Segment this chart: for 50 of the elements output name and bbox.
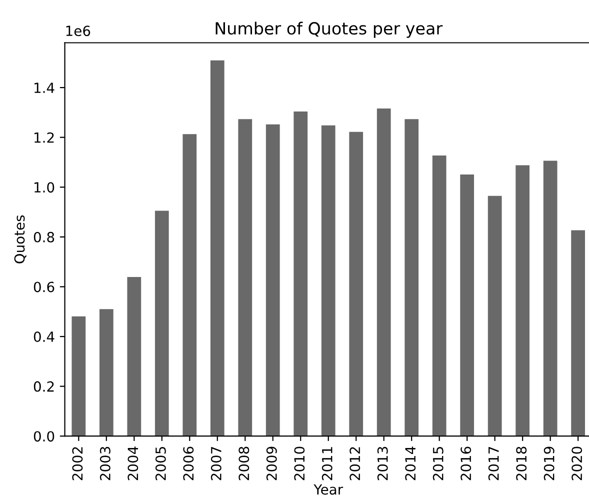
x-tick-label: 2015 [432,447,444,480]
bar [516,165,530,436]
y-tick-label: 0.2 [34,381,54,392]
bar [543,160,558,436]
bar [99,309,114,436]
bar [571,230,586,436]
y-tick-label: 0.0 [34,431,54,442]
bar [432,156,446,436]
bar [460,174,474,436]
x-tick-label: 2003 [100,446,110,480]
bar [321,125,336,436]
y-tick-label: 0.4 [34,331,54,342]
bar [72,316,86,436]
x-tick-label: 2012 [350,447,360,480]
bar [210,60,224,436]
bar [349,132,364,436]
x-tick-label: 2007 [210,447,222,480]
x-tick-label: 2018 [516,446,527,480]
y-tick-label: 1.4 [34,82,54,93]
x-tick-label: 2017 [488,447,499,480]
x-tick-label: 2005 [155,447,166,480]
x-tick-label: 2004 [128,446,138,480]
bar [404,119,419,436]
y-tick-label: 0.6 [34,282,54,292]
x-tick-label: 2014 [405,446,416,480]
x-tick-label: 2011 [322,447,332,480]
bar [154,210,169,436]
chart-title: Number of Quotes per year [216,22,443,38]
x-axis-title: Year [314,484,344,495]
bar [127,277,142,436]
x-tick-label: 2020 [572,446,582,480]
x-tick-label: 2008 [238,446,250,480]
bar [238,119,252,436]
x-tick-label: 2019 [544,446,554,480]
x-tick-label: 2016 [460,446,472,480]
bar [488,196,502,436]
text: 1e6 [66,26,90,36]
y-tick-label: 0.8 [34,232,54,242]
bar [266,124,280,436]
x-tick-label: 2002 [72,447,83,480]
x-tick-label: 2013 [377,446,388,480]
bar [182,134,197,436]
y-axis-title: Quotes [14,215,26,264]
bar [294,111,308,436]
x-tick-label: 2009 [266,446,277,480]
x-tick-label: 2006 [183,446,194,480]
y-tick-label: 1.0 [34,182,54,193]
x-tick-label: 2010 [294,446,305,480]
bar [376,108,391,436]
y-tick-label: 1.2 [34,132,54,143]
